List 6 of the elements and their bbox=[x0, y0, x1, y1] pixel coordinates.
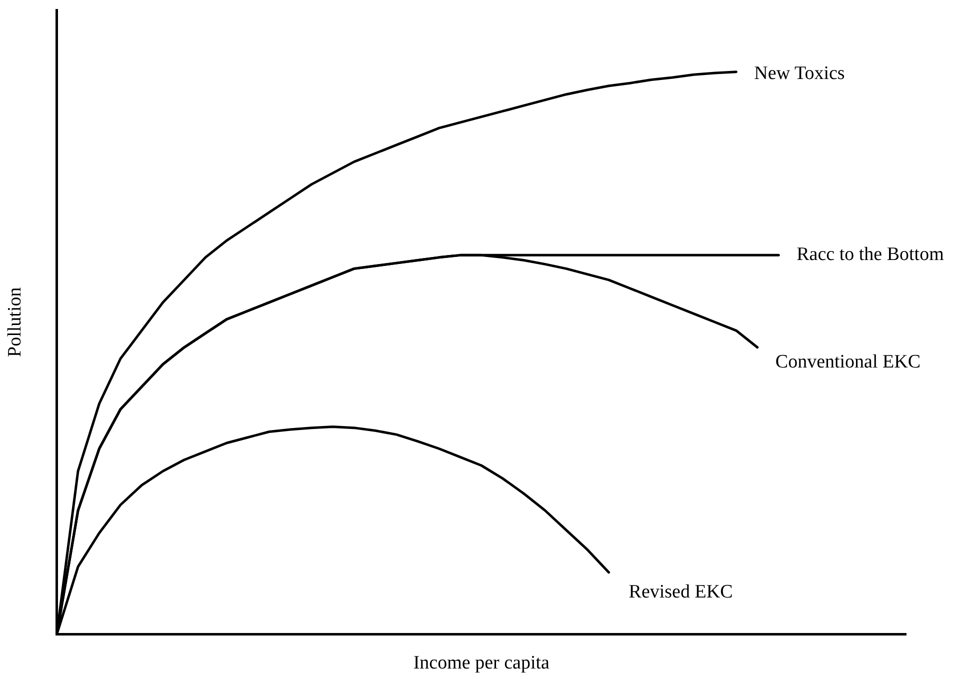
y-axis-title: Pollution bbox=[4, 286, 26, 357]
series-label: Racc to the Bottom bbox=[796, 244, 944, 266]
series-label: New Toxics bbox=[754, 62, 845, 84]
series-label: Revised EKC bbox=[628, 581, 733, 602]
series-label: Conventional EKC bbox=[775, 351, 921, 372]
x-axis-title: Income per capita bbox=[413, 652, 550, 674]
